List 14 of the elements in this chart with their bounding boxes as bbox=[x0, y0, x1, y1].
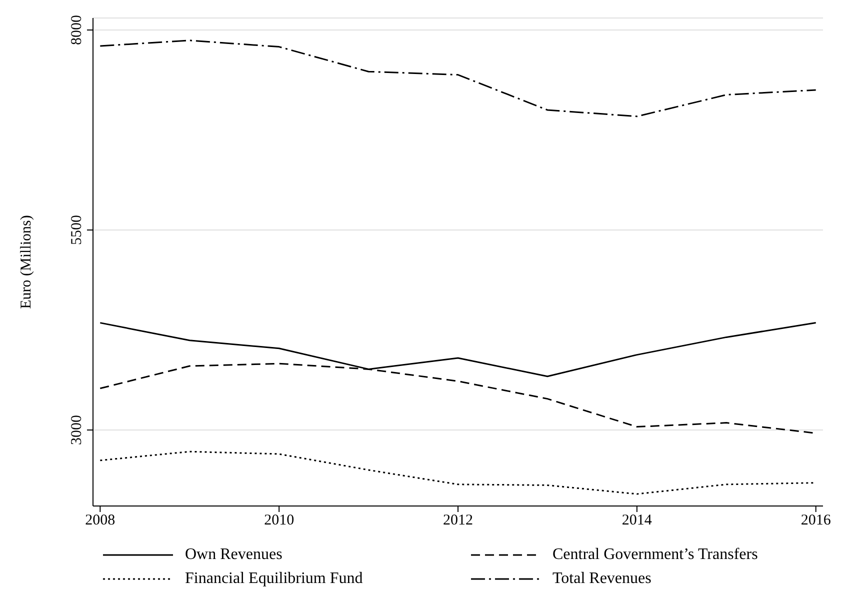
legend-label: Own Revenues bbox=[185, 546, 282, 564]
x-tick-label: 2010 bbox=[264, 512, 294, 529]
line-series bbox=[99, 40, 817, 118]
legend-label: Total Revenues bbox=[552, 570, 652, 588]
y-axis-title: Euro (Millions) bbox=[18, 215, 34, 309]
x-tick-label: 2008 bbox=[85, 512, 116, 529]
y-tick-label: 3000 bbox=[69, 415, 85, 445]
x-tick-label: 2016 bbox=[800, 512, 832, 529]
legend-label: Financial Equilibrium Fund bbox=[185, 570, 363, 588]
legend-label: Central Government’s Transfers bbox=[552, 546, 758, 564]
x-tick-label: 2012 bbox=[443, 512, 473, 529]
x-tick-label: 2014 bbox=[622, 512, 652, 529]
y-tick-label: 8000 bbox=[69, 15, 85, 45]
y-tick-label: 5500 bbox=[69, 215, 85, 245]
